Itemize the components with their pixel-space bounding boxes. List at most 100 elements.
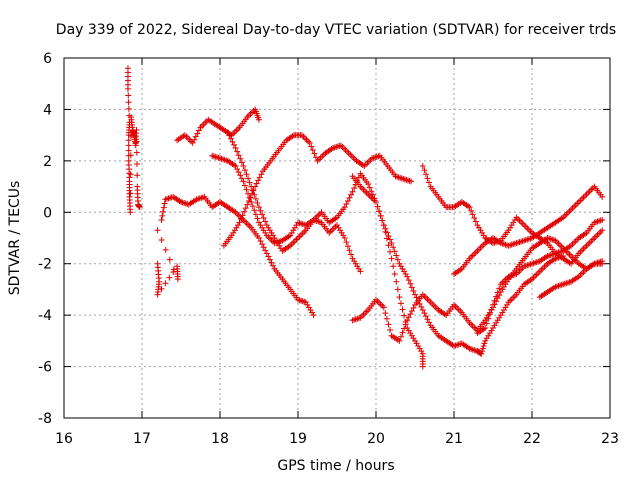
- data-point: [352, 316, 359, 323]
- x-tick-label: 22: [523, 431, 541, 447]
- data-point: [349, 188, 356, 195]
- data-point: [376, 208, 383, 215]
- data-point: [400, 175, 407, 182]
- data-point: [268, 259, 275, 266]
- data-point: [299, 298, 306, 305]
- data-point: [514, 239, 521, 246]
- data-point: [455, 306, 462, 313]
- data-point: [189, 139, 196, 146]
- data-point: [192, 133, 199, 140]
- data-point: [432, 303, 439, 310]
- data-point: [235, 152, 242, 159]
- data-point: [385, 232, 392, 239]
- data-point: [578, 247, 585, 254]
- data-point: [256, 204, 262, 211]
- data-point: [227, 135, 234, 142]
- data-point: [258, 171, 265, 178]
- data-point: [586, 188, 593, 195]
- data-point: [343, 201, 350, 208]
- y-tick-label: -2: [38, 257, 52, 273]
- data-point: [240, 163, 247, 169]
- data-point: [194, 130, 201, 137]
- data-point: [419, 163, 426, 169]
- data-point: [344, 243, 351, 250]
- data-point: [301, 228, 308, 235]
- data-point: [454, 304, 461, 311]
- data-point: [490, 301, 496, 308]
- data-point: [424, 316, 431, 323]
- data-point: [357, 314, 364, 321]
- data-point: [592, 233, 599, 240]
- data-point: [379, 302, 386, 309]
- data-point: [508, 296, 515, 303]
- data-point: [161, 200, 168, 207]
- data-point: [366, 184, 373, 191]
- data-point: [471, 324, 478, 331]
- data-point: [589, 236, 596, 243]
- data-point: [599, 193, 606, 200]
- data-point: [578, 195, 585, 202]
- data-point: [315, 218, 322, 225]
- data-point: [162, 280, 169, 287]
- data-point: [125, 92, 132, 99]
- data-point: [127, 190, 134, 197]
- data-point: [397, 333, 404, 340]
- data-point: [184, 201, 191, 208]
- data-point: [314, 157, 321, 164]
- data-point: [596, 230, 603, 237]
- data-point: [332, 223, 339, 230]
- data-point: [312, 154, 319, 161]
- data-point: [342, 147, 349, 154]
- data-point: [254, 215, 261, 222]
- data-point: [265, 253, 272, 260]
- data-point: [424, 175, 431, 182]
- data-point: [236, 219, 243, 226]
- data-point: [493, 293, 500, 300]
- data-point: [343, 239, 350, 246]
- data-point: [382, 225, 389, 232]
- data-point: [263, 250, 270, 257]
- data-point: [345, 150, 352, 157]
- data-point: [344, 197, 351, 204]
- data-point: [396, 337, 403, 344]
- data-point: [486, 311, 493, 318]
- data-point: [478, 350, 485, 357]
- data-point: [518, 219, 525, 226]
- data-point: [260, 244, 267, 251]
- data-point: [237, 155, 244, 162]
- data-point: [234, 148, 241, 155]
- data-point: [249, 203, 256, 210]
- data-point: [242, 205, 249, 212]
- data-point: [125, 99, 132, 106]
- data-point: [195, 127, 202, 134]
- data-point: [245, 197, 252, 204]
- data-point: [566, 251, 573, 258]
- data-point: [518, 238, 525, 245]
- data-point: [533, 271, 540, 278]
- data-point: [376, 299, 383, 306]
- data-point: [125, 142, 132, 149]
- data-point: [426, 319, 433, 326]
- data-point: [125, 147, 132, 154]
- data-point: [125, 105, 132, 112]
- data-point: [360, 186, 367, 193]
- data-point: [412, 291, 418, 298]
- data-point: [580, 245, 587, 252]
- data-point: [248, 109, 255, 116]
- data-point: [158, 217, 165, 223]
- data-point: [574, 200, 581, 207]
- data-point: [557, 242, 564, 249]
- data-point: [391, 271, 398, 277]
- data-point: [246, 223, 253, 230]
- data-point: [301, 298, 308, 305]
- data-point: [252, 195, 259, 202]
- data-point: [350, 154, 357, 161]
- data-point: [555, 240, 562, 247]
- data-point: [373, 153, 380, 160]
- data-point: [238, 175, 245, 182]
- data-point: [479, 345, 486, 352]
- data-point: [344, 148, 351, 155]
- data-points: [124, 65, 606, 370]
- data-point: [532, 259, 539, 266]
- data-point: [240, 178, 247, 185]
